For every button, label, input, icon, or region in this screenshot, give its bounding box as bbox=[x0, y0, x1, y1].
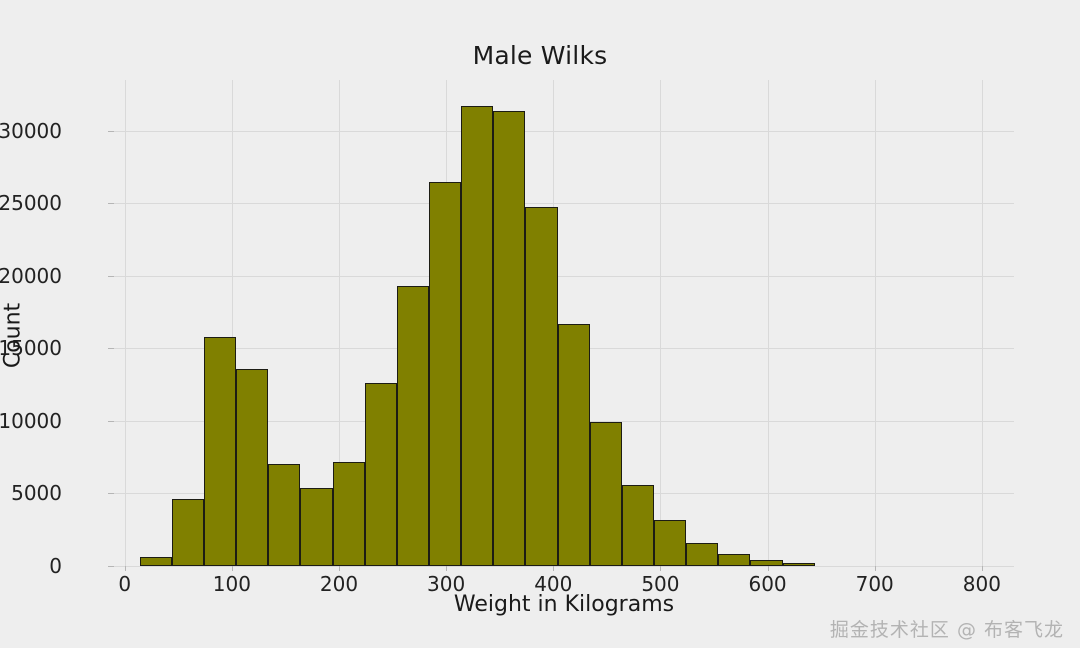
histogram-bar bbox=[525, 206, 558, 566]
histogram-bar bbox=[686, 542, 719, 566]
y-axis-label: Count bbox=[0, 302, 26, 369]
page-title: Male Wilks bbox=[472, 41, 608, 70]
y-axis-tick-mark bbox=[108, 203, 114, 205]
gridline-vertical bbox=[767, 80, 769, 566]
y-axis-tick-label: 15000 bbox=[0, 336, 62, 361]
x-axis-tick-label: 200 bbox=[319, 572, 359, 596]
x-axis-tick-label: 300 bbox=[427, 572, 466, 596]
plot-area bbox=[114, 80, 1014, 567]
x-axis-tick-label: 0 bbox=[118, 572, 132, 596]
histogram-bar bbox=[589, 422, 622, 566]
gridline-vertical bbox=[874, 80, 876, 566]
gridline-horizontal bbox=[114, 566, 1014, 567]
gridline-horizontal bbox=[114, 275, 1014, 277]
x-axis-tick-label: 600 bbox=[748, 572, 787, 596]
histogram-bar bbox=[493, 111, 526, 566]
x-axis-tick-label: 400 bbox=[534, 572, 573, 596]
y-axis-tick-label: 30000 bbox=[0, 118, 62, 143]
gridline-vertical bbox=[339, 80, 340, 566]
histogram-bar bbox=[139, 557, 172, 566]
x-axis-tick-mark bbox=[553, 566, 555, 571]
x-axis-tick-label: 100 bbox=[212, 572, 251, 596]
histogram-bar bbox=[396, 286, 429, 566]
histogram-bar bbox=[171, 499, 204, 566]
histogram-bar bbox=[782, 563, 815, 566]
x-axis-tick-label: 500 bbox=[641, 572, 680, 596]
x-axis-tick-mark bbox=[446, 566, 448, 571]
gridline-horizontal bbox=[114, 203, 1014, 205]
gridline-vertical bbox=[231, 80, 233, 566]
x-axis-tick-label: 800 bbox=[962, 572, 1001, 596]
x-axis-tick-mark bbox=[339, 566, 340, 571]
gridline-vertical bbox=[660, 80, 662, 566]
histogram-bar bbox=[654, 520, 687, 566]
x-axis-tick-mark bbox=[767, 566, 769, 571]
y-axis-tick-label: 0 bbox=[49, 554, 62, 578]
y-axis-tick-mark bbox=[108, 493, 114, 495]
x-axis-label: Weight in Kilograms bbox=[453, 592, 675, 617]
x-axis-tick-label: 700 bbox=[855, 572, 894, 596]
watermark-text: 掘金技术社区 @ 布客飞龙 bbox=[829, 619, 1064, 641]
y-axis-tick-label: 10000 bbox=[0, 408, 62, 433]
bar-series bbox=[114, 80, 1014, 566]
histogram-bar bbox=[364, 383, 397, 566]
histogram-bar bbox=[429, 181, 462, 566]
y-axis-tick-mark bbox=[108, 275, 114, 277]
histogram-bar bbox=[204, 336, 237, 566]
y-axis-tick-mark bbox=[108, 130, 114, 132]
gridline-horizontal bbox=[114, 130, 1014, 132]
y-axis-tick-label: 5000 bbox=[11, 481, 62, 506]
x-axis-tick-mark bbox=[231, 566, 233, 571]
histogram-bar bbox=[557, 323, 590, 566]
histogram-bar bbox=[268, 464, 301, 566]
x-axis-tick-mark bbox=[124, 566, 126, 571]
histogram-bar bbox=[461, 106, 494, 566]
x-axis-tick-mark bbox=[660, 566, 662, 571]
histogram-bar bbox=[236, 368, 269, 566]
histogram-bar bbox=[300, 488, 333, 566]
y-axis-tick-mark bbox=[108, 566, 114, 567]
histogram-bar bbox=[718, 553, 751, 566]
y-axis-tick-mark bbox=[108, 348, 114, 350]
y-axis-tick-mark bbox=[108, 420, 114, 422]
x-axis-tick-mark bbox=[981, 566, 983, 571]
y-axis-tick-label: 25000 bbox=[0, 191, 62, 216]
x-axis-tick-mark bbox=[874, 566, 876, 571]
histogram-bar bbox=[332, 461, 365, 566]
gridline-vertical bbox=[124, 80, 126, 566]
y-axis-tick-label: 20000 bbox=[0, 263, 62, 288]
histogram-bar bbox=[750, 560, 783, 566]
gridline-vertical bbox=[981, 80, 983, 566]
histogram-bar bbox=[621, 484, 654, 566]
